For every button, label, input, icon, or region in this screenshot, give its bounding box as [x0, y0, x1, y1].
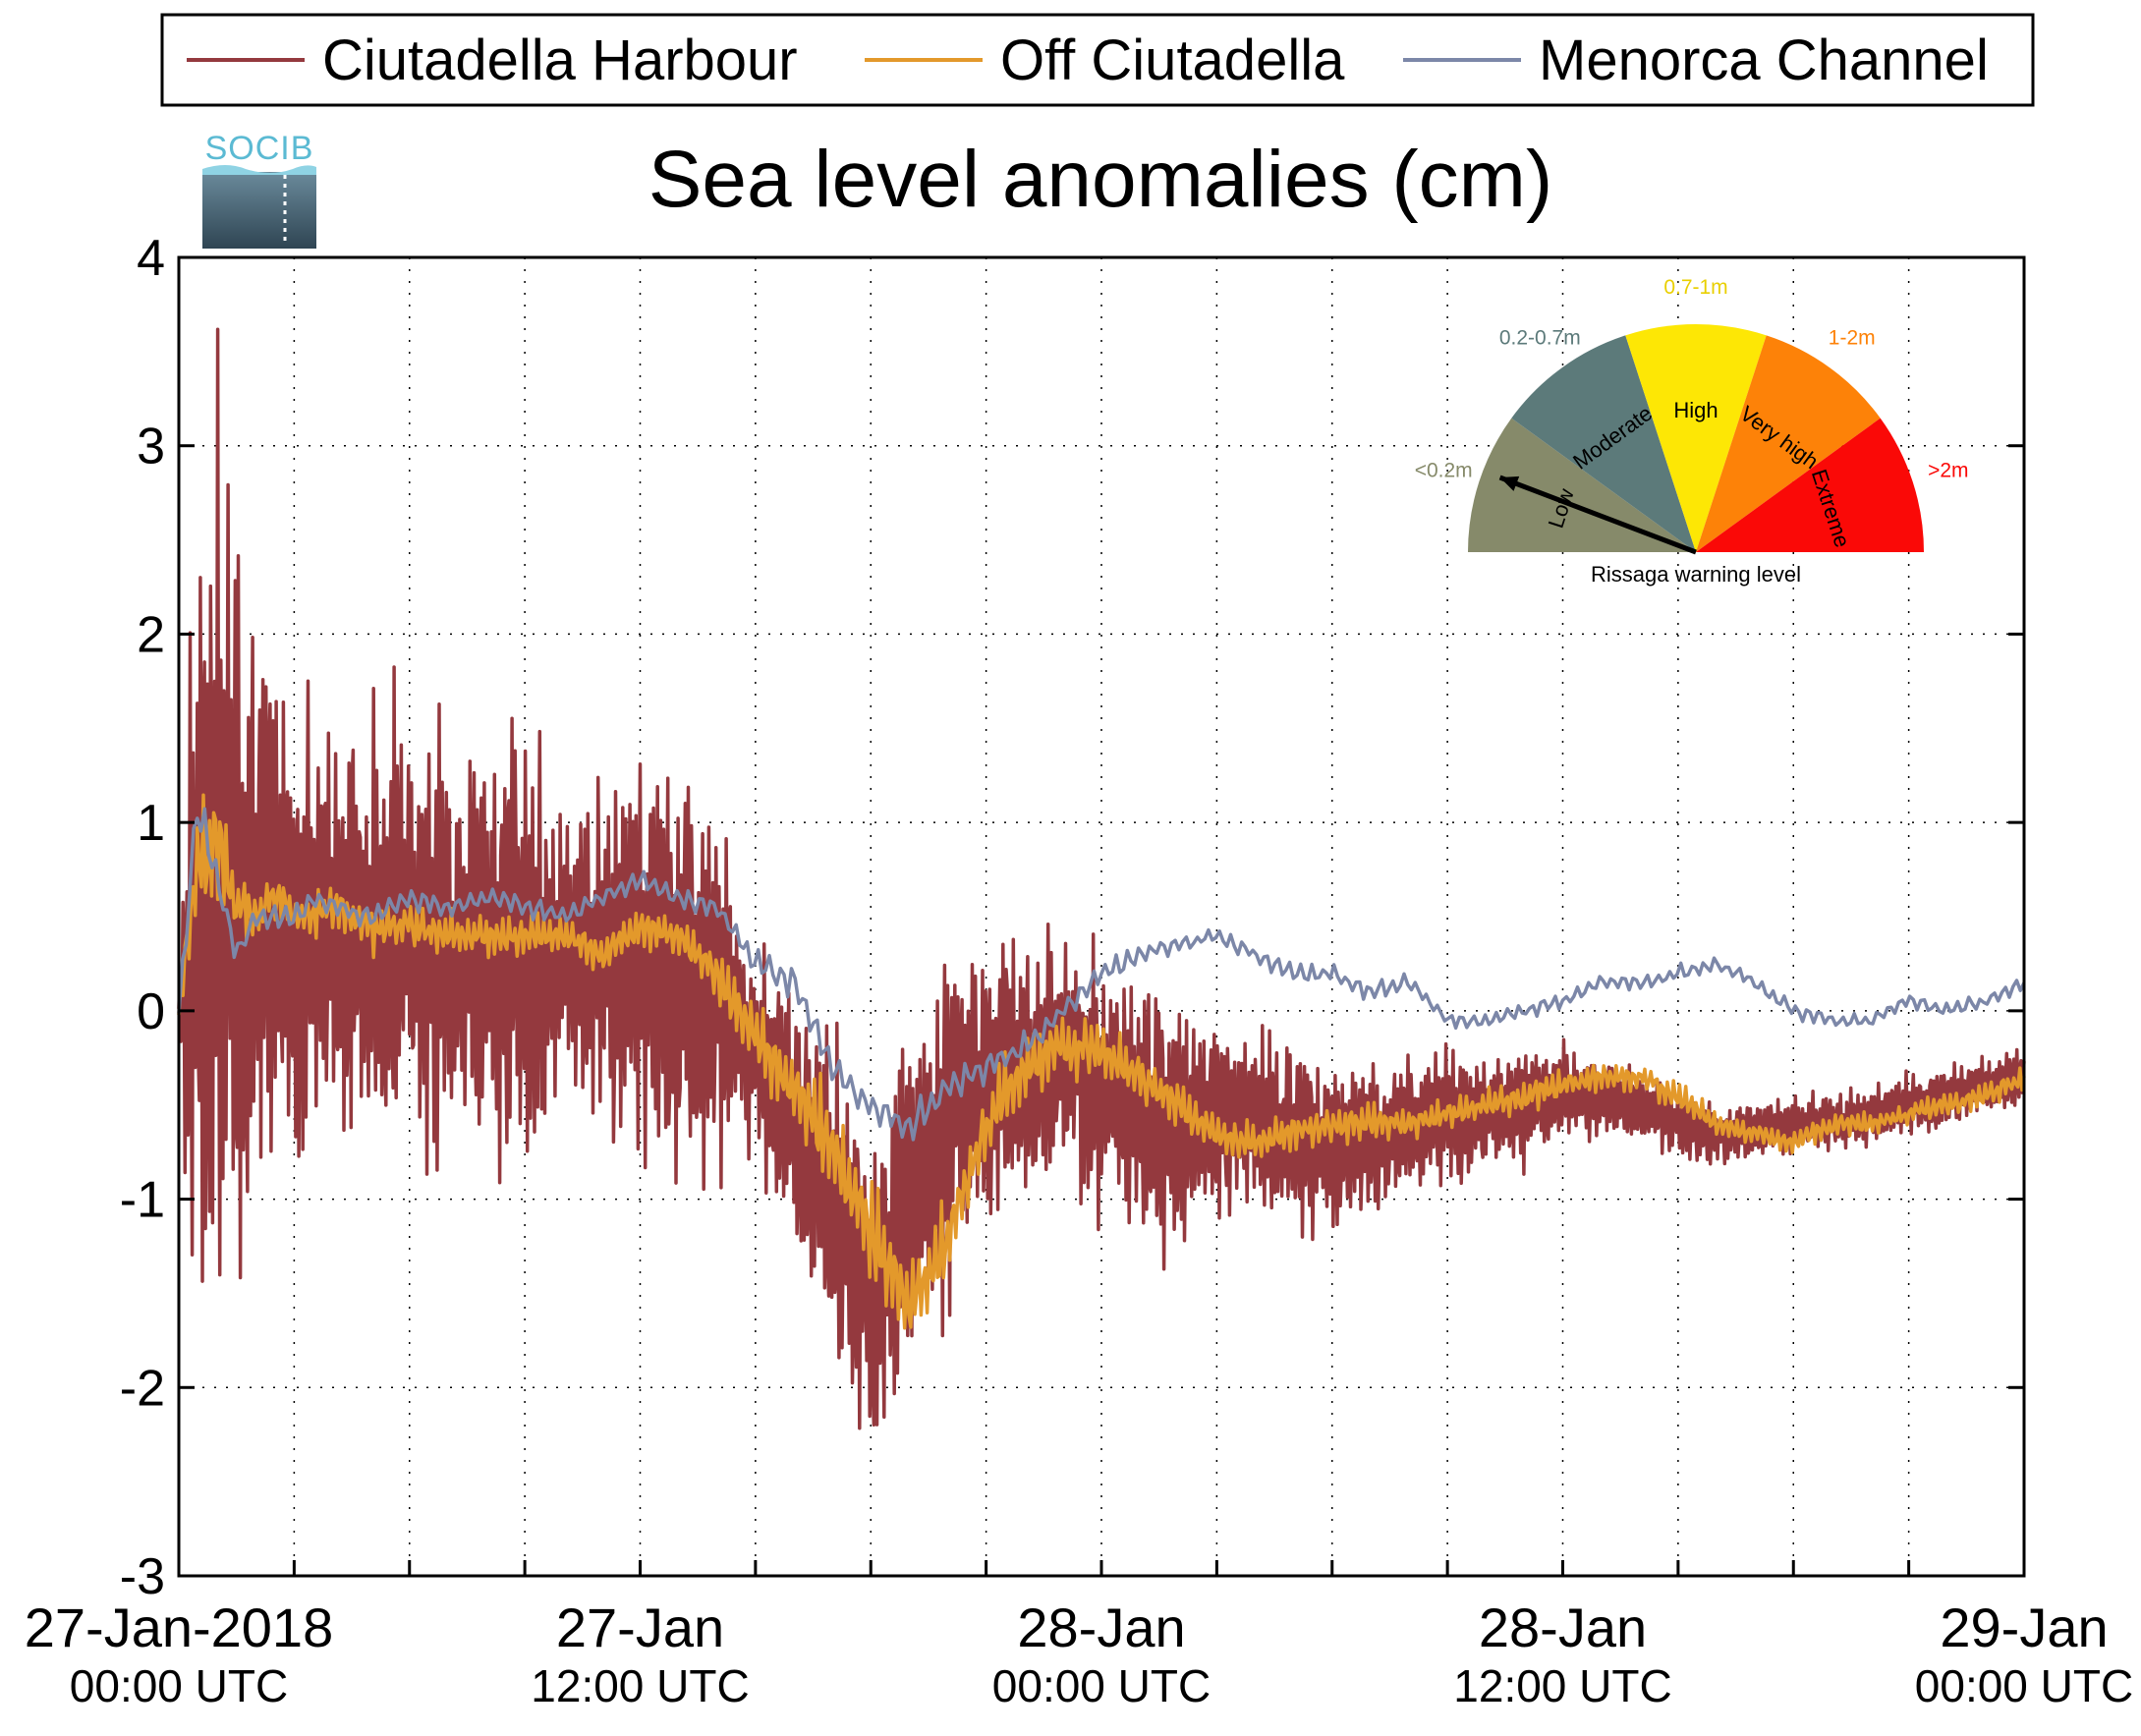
gauge-range-label: 0.2-0.7m — [1499, 327, 1581, 350]
series-group — [177, 327, 2026, 1430]
y-tick-label: 1 — [137, 795, 165, 852]
logo-block — [202, 172, 316, 249]
legend-label: Ciutadella Harbour — [322, 28, 798, 92]
x-tick-label-date: 27-Jan — [556, 1596, 724, 1658]
gauge-range-label: 1-2m — [1829, 327, 1876, 350]
logo-wave — [202, 165, 316, 175]
gauge-sector — [1696, 335, 1881, 552]
x-tick-label-date: 27-Jan-2018 — [25, 1596, 333, 1658]
y-tick-label: 4 — [137, 230, 165, 287]
x-tick-label-time: 00:00 UTC — [70, 1660, 288, 1711]
gauge-needle-head — [1499, 476, 1520, 491]
gauge-sector — [1511, 335, 1696, 552]
y-tick-label: 0 — [137, 983, 165, 1040]
gauge-sector — [1625, 324, 1767, 552]
legend-items: Ciutadella Harbour Off Ciutadella Menorca … — [187, 28, 1989, 92]
y-tick-label: 2 — [137, 606, 165, 663]
gauge-sector — [1468, 418, 1696, 552]
x-tick-label-date: 28-Jan — [1017, 1596, 1185, 1658]
gauge-title: Rissaga warning level — [1591, 562, 1801, 587]
y-tick-label: -1 — [120, 1172, 165, 1229]
chart-title: Sea level anomalies (cm) — [648, 135, 1553, 224]
gauge-needle — [1498, 475, 1697, 555]
gauge-range-label: >2m — [1928, 460, 1968, 482]
legend-label: Off Ciutadella — [1000, 28, 1345, 92]
y-tick-label: 3 — [137, 419, 165, 476]
x-tick-label-date: 28-Jan — [1479, 1596, 1647, 1658]
x-tick-label-time: 12:00 UTC — [531, 1660, 749, 1711]
legend-label: Menorca Channel — [1539, 28, 1989, 92]
legend-item: Ciutadella Harbour — [187, 28, 798, 92]
legend-item: Menorca Channel — [1403, 28, 1989, 92]
gauge-range-label: <0.2m — [1415, 460, 1473, 482]
x-tick-label-date: 29-Jan — [1940, 1596, 2108, 1658]
socib-logo: SOCIB — [202, 130, 316, 249]
gauge-sector — [1696, 418, 1924, 552]
x-tick-label-time: 00:00 UTC — [992, 1660, 1211, 1711]
series-line-2 — [177, 793, 2026, 1330]
legend-box — [160, 13, 2035, 107]
x-tick-label-time: 12:00 UTC — [1453, 1660, 1671, 1711]
y-tick-label: -2 — [120, 1360, 165, 1417]
legend-item: Off Ciutadella — [865, 28, 1345, 92]
series-line-3 — [177, 807, 2026, 1142]
y-tick-label: -3 — [120, 1548, 165, 1605]
gauge-range-label: 0.7-1m — [1663, 276, 1727, 299]
legend: Ciutadella Harbour Off Ciutadella Menorca … — [160, 13, 2035, 107]
gauge-sector-label: High — [1673, 398, 1718, 422]
x-tick-label-time: 00:00 UTC — [1915, 1660, 2133, 1711]
logo-text: SOCIB — [205, 130, 314, 167]
